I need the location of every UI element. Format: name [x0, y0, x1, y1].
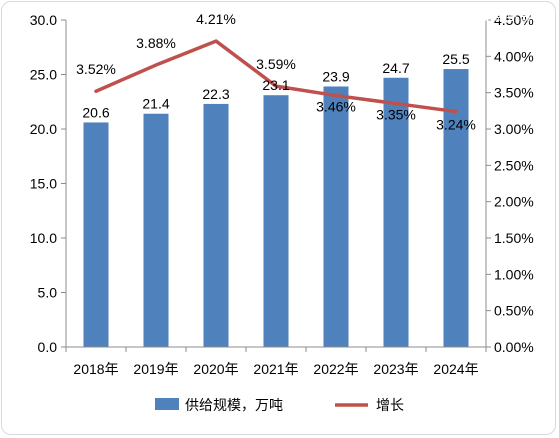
growth-series: [94, 39, 458, 114]
growth-value-label: 3.59%: [256, 56, 296, 72]
x-tick-label: 2019年: [133, 361, 178, 377]
bar: [143, 113, 169, 348]
bar-value-label: 21.4: [142, 96, 169, 112]
x-tick-label: 2023年: [373, 361, 418, 377]
bar-value-label: 23.1: [262, 77, 289, 93]
bar-value-label: 20.6: [82, 104, 109, 120]
bar: [323, 86, 349, 348]
y-right-tick-label: 1.00%: [494, 266, 534, 282]
legend-swatch-supply: [155, 398, 179, 410]
axes: 0.0 5.0 10.0 15.0 20.0 25.0 30.0 0.00% 0.50% 1.00…: [30, 12, 534, 377]
x-tick-label: 2021年: [253, 361, 298, 377]
legend: 供给规模，万吨 增长: [155, 398, 404, 414]
y-right-tick-label: 2.50%: [494, 157, 534, 173]
x-tick-label: 2024年: [433, 361, 478, 377]
x-tick-label: 2018年: [73, 361, 118, 377]
y-left-tick-label: 25.0: [30, 67, 57, 83]
bar: [203, 103, 229, 348]
y-right-tick-label: 0.00%: [494, 339, 534, 355]
growth-value-label: 3.88%: [136, 35, 176, 51]
bar: [263, 95, 289, 348]
legend-label-supply: 供给规模，万吨: [185, 398, 283, 414]
bar: [83, 122, 109, 348]
growth-value-label: 3.35%: [376, 107, 416, 123]
y-right-tick-label: 3.50%: [494, 85, 534, 101]
y-left-tick-label: 5.0: [38, 285, 58, 301]
y-left-tick-label: 10.0: [30, 230, 57, 246]
growth-value-label: 4.21%: [196, 11, 236, 27]
bar: [383, 77, 409, 348]
growth-value-label: 3.46%: [316, 99, 356, 115]
y-left-tick-label: 20.0: [30, 121, 57, 137]
bar: [443, 69, 469, 348]
x-tick-label: 2022年: [313, 361, 358, 377]
legend-label-growth: 增长: [376, 398, 404, 414]
x-tick-label: 2020年: [193, 361, 238, 377]
y-right-tick-label: 0.50%: [494, 303, 534, 319]
y-left-tick-label: 30.0: [30, 12, 57, 28]
bar-value-label: 22.3: [202, 86, 229, 102]
y-right-tick-label: 1.50%: [494, 230, 534, 246]
bar-series: [83, 69, 469, 348]
y-right-tick-label: 4.50%: [494, 12, 534, 28]
bar-value-label: 24.7: [382, 60, 409, 76]
y-left-tick-label: 15.0: [30, 176, 57, 192]
watermark: 搜狐号@中金企信国际咨询: [378, 7, 546, 24]
growth-value-label: 3.52%: [76, 61, 116, 77]
y-left-tick-label: 0.0: [38, 339, 58, 355]
y-right-tick-label: 2.00%: [494, 194, 534, 210]
growth-value-label: 3.24%: [436, 117, 476, 133]
bar-value-label: 23.9: [322, 68, 349, 84]
data-labels: 20.6 21.4 22.3 23.1 23.9 24.7 25.5 3.52% 3.88% 4.…: [76, 11, 476, 132]
y-right-tick-label: 4.00%: [494, 48, 534, 64]
growth-line: [94, 39, 458, 114]
y-right-tick-label: 3.00%: [494, 121, 534, 137]
bar-value-label: 25.5: [442, 51, 469, 67]
